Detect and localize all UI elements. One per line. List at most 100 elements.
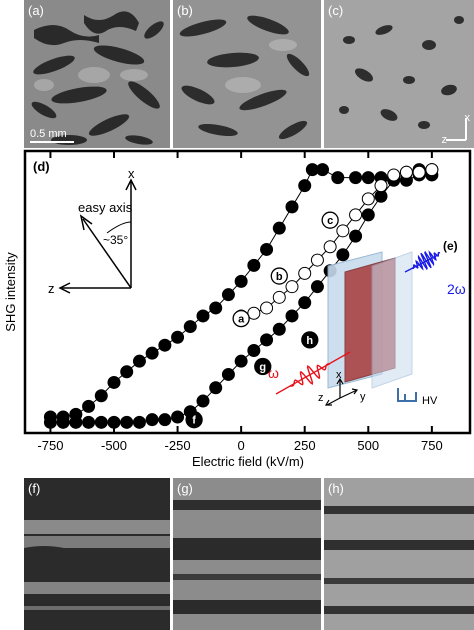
- data-point-series-0: [234, 274, 248, 288]
- omega-pulse: [290, 363, 330, 387]
- data-point-series-1: [285, 309, 299, 323]
- data-point-series-2: [272, 290, 286, 304]
- data-point-series-0: [158, 338, 172, 352]
- data-point-series-1: [107, 415, 121, 429]
- micrograph-g-image: [173, 478, 321, 630]
- data-point-series-2: [399, 165, 413, 179]
- panel-label-f: (f): [28, 481, 41, 496]
- data-point-series-0: [82, 399, 96, 413]
- data-point-series-1: [94, 415, 108, 429]
- panel-label-b: (b): [177, 3, 193, 18]
- x-tick-label: 500: [357, 438, 379, 453]
- data-point-series-0: [260, 242, 274, 256]
- angle-label: ~35°: [103, 233, 128, 247]
- data-point-series-1: [349, 229, 363, 243]
- data-point-series-0: [171, 330, 185, 344]
- data-point-series-2: [285, 280, 299, 294]
- data-point-series-2: [298, 266, 312, 280]
- axis-z-label: z: [48, 281, 55, 296]
- panel-label-a: (a): [28, 3, 44, 18]
- data-point-series-2: [336, 224, 350, 238]
- point-label-f: f: [192, 415, 196, 427]
- micrograph-a: (a) 0.5 mm: [24, 0, 170, 148]
- point-label-marker-b: [270, 267, 288, 285]
- x-tick-label: 0: [238, 438, 245, 453]
- data-point-series-1: [247, 344, 261, 358]
- point-label-marker-f: [185, 411, 203, 429]
- panel-label-h: (h): [328, 481, 344, 496]
- data-point-series-1: [171, 410, 185, 424]
- panel-label-g: (g): [177, 481, 193, 496]
- inset-axis-z-label: z: [318, 392, 324, 404]
- axis-x-label: x: [128, 166, 135, 181]
- data-point-series-2: [310, 253, 324, 267]
- x-tick-label: -500: [101, 438, 127, 453]
- data-point-series-0: [107, 375, 121, 389]
- point-label-marker-c: [321, 211, 339, 229]
- inset-label-e: (e): [443, 239, 458, 253]
- data-point-series-0: [285, 200, 299, 214]
- point-label-c: c: [327, 215, 333, 227]
- data-point-series-1: [43, 415, 57, 429]
- data-point-series-0: [132, 354, 146, 368]
- x-tick-label: -750: [37, 438, 63, 453]
- electrode-front: [371, 251, 413, 389]
- axis-label-x-c: x: [464, 112, 471, 124]
- micrograph-h: (h): [324, 478, 474, 630]
- data-point-series-0: [331, 171, 345, 185]
- point-label-a: a: [238, 314, 245, 326]
- data-point-series-1: [82, 415, 96, 429]
- data-point-series-1: [361, 208, 375, 222]
- data-point-series-1: [69, 415, 83, 429]
- micrograph-b: (b): [173, 0, 321, 148]
- hv-wire: [397, 388, 417, 402]
- easy-axis-label: easy axis: [78, 200, 133, 215]
- micrograph-c: (c) x z: [324, 0, 474, 148]
- data-point-series-1: [158, 413, 172, 427]
- micrograph-b-image: [173, 0, 321, 148]
- data-point-series-1: [310, 280, 324, 294]
- data-point-series-2: [387, 168, 401, 182]
- data-point-series-0: [183, 320, 197, 334]
- data-point-series-0: [316, 163, 330, 177]
- panel-label-c: (c): [328, 3, 344, 18]
- omega-beam: [275, 351, 351, 395]
- data-point-series-1: [260, 333, 274, 347]
- inset-axis-y-label: y: [360, 391, 366, 403]
- experiment-schematic: [275, 250, 441, 406]
- data-point-series-0: [298, 179, 312, 193]
- panel-label-d: (d): [33, 159, 50, 174]
- data-point-series-1: [298, 296, 312, 310]
- data-point-series-0: [145, 346, 159, 360]
- micrograph-c-image: [324, 0, 474, 148]
- x-tick-label: 750: [421, 438, 443, 453]
- data-point-series-1: [145, 413, 159, 427]
- axis-label-z-c: z: [441, 134, 448, 146]
- micrograph-a-image: [24, 0, 170, 148]
- data-point-series-1: [196, 394, 210, 408]
- x-axis-title: Electric field (kV/m): [192, 454, 304, 469]
- point-label-marker-a: [232, 309, 250, 328]
- data-point-series-2: [412, 165, 426, 179]
- x-tick-label: 250: [294, 438, 316, 453]
- y-axis-title: SHG intensity: [3, 252, 18, 332]
- data-point-series-0: [349, 171, 363, 185]
- data-point-series-0: [272, 221, 286, 235]
- data-point-series-0: [94, 389, 108, 403]
- scale-bar: 0.5 mm: [30, 128, 74, 143]
- two-omega-pulse: [411, 250, 441, 271]
- two-omega-label: 2ω: [447, 281, 466, 297]
- micrograph-h-image: [324, 478, 474, 630]
- data-point-series-2: [349, 208, 363, 222]
- hv-label: HV: [422, 395, 438, 407]
- data-point-series-2: [374, 179, 388, 193]
- chart-svg: -750 -500 -250 0 250 500 750 a b c h g f (d) easy a…: [3, 149, 472, 469]
- data-point-series-2: [260, 301, 274, 315]
- data-point-series-2: [323, 240, 337, 254]
- point-label-marker-h: [301, 331, 319, 349]
- data-point-series-0: [120, 365, 134, 379]
- point-label-h: h: [306, 335, 313, 347]
- data-point-series-2: [361, 192, 375, 206]
- scale-bar-line: [30, 141, 74, 143]
- omega-label: ω: [268, 365, 279, 381]
